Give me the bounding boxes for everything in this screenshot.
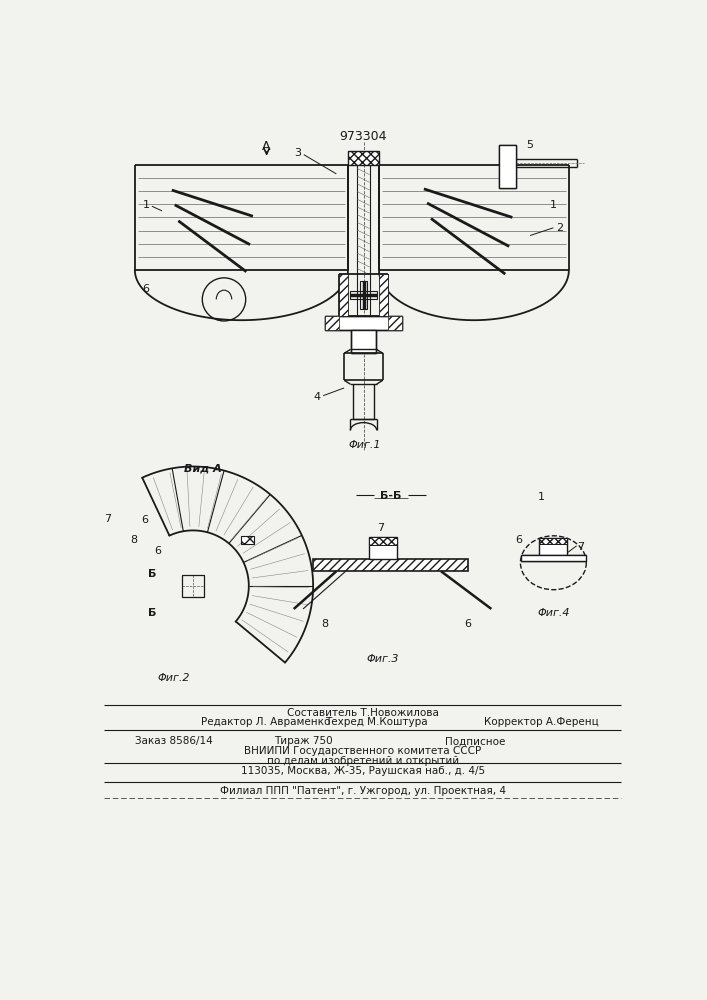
Text: 1: 1: [538, 492, 545, 502]
Text: 7: 7: [377, 523, 384, 533]
Text: Заказ 8586/14: Заказ 8586/14: [135, 736, 213, 746]
Bar: [339, 274, 348, 316]
Text: 5: 5: [527, 140, 534, 150]
Bar: [379, 274, 388, 316]
Text: Составитель Т.Новожилова: Составитель Т.Новожилова: [287, 708, 438, 718]
Text: 6: 6: [141, 515, 148, 525]
Text: 973304: 973304: [339, 130, 387, 143]
Text: 6: 6: [515, 535, 522, 545]
Text: 8: 8: [130, 535, 137, 545]
Text: 7: 7: [104, 514, 111, 524]
Bar: [325, 316, 402, 330]
Text: Редактор Л. Авраменко: Редактор Л. Авраменко: [201, 717, 330, 727]
Text: Б: Б: [148, 608, 156, 618]
Text: A: A: [262, 140, 271, 153]
Text: 7: 7: [577, 542, 584, 552]
Text: Φиг.3: Φиг.3: [367, 654, 399, 664]
Text: Φиг.2: Φиг.2: [158, 673, 190, 683]
Text: 4: 4: [313, 392, 320, 402]
Bar: [241, 536, 254, 544]
Bar: [182, 575, 204, 597]
Text: Б: Б: [148, 569, 156, 579]
Text: 1: 1: [550, 200, 557, 210]
Text: Вид A: Вид A: [185, 464, 222, 474]
Text: 8: 8: [321, 619, 328, 629]
Text: 2: 2: [556, 223, 563, 233]
Bar: [348, 151, 379, 165]
Text: Корректор А.Ференц: Корректор А.Ференц: [484, 717, 598, 727]
Text: 6: 6: [464, 619, 472, 629]
Text: Подписное: Подписное: [445, 736, 506, 746]
Bar: [369, 537, 397, 545]
Bar: [351, 330, 376, 353]
Text: 1: 1: [143, 200, 150, 210]
Text: 3: 3: [294, 148, 301, 158]
Bar: [360, 281, 368, 309]
Text: 113035, Москва, Ж-35, Раушская наб., д. 4/5: 113035, Москва, Ж-35, Раушская наб., д. …: [240, 766, 485, 776]
Text: ВНИИПИ Государственного комитета СССР: ВНИИПИ Государственного комитета СССР: [244, 746, 481, 756]
Text: Б-Б: Б-Б: [380, 491, 402, 501]
Bar: [325, 316, 339, 330]
Bar: [499, 145, 516, 188]
Bar: [369, 537, 397, 559]
Text: 6: 6: [142, 284, 149, 294]
Text: Филиал ППП "Патент", г. Ужгород, ул. Проектная, 4: Филиал ППП "Патент", г. Ужгород, ул. Про…: [220, 786, 506, 796]
Text: по делам изобретений и открытий: по делам изобретений и открытий: [267, 756, 459, 766]
Text: Тираж 750: Тираж 750: [274, 736, 333, 746]
Text: Φиг.1: Φиг.1: [349, 440, 381, 450]
Text: Техред М.Коштура: Техред М.Коштура: [325, 717, 427, 727]
Bar: [521, 555, 586, 561]
Bar: [388, 316, 402, 330]
Bar: [539, 538, 567, 544]
Bar: [539, 538, 567, 555]
Text: Φиг.4: Φиг.4: [537, 608, 570, 618]
Bar: [349, 291, 378, 299]
Text: 6: 6: [155, 546, 162, 556]
Bar: [313, 559, 468, 571]
